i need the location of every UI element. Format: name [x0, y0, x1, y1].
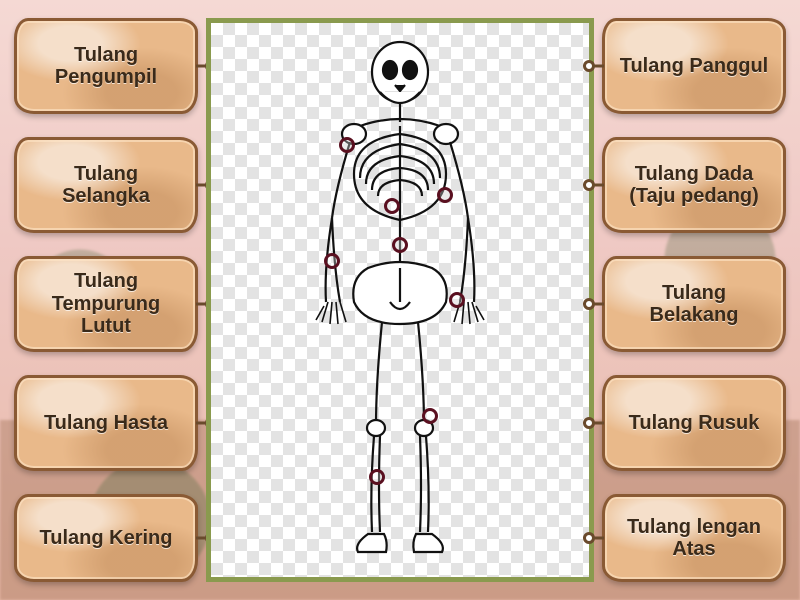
- plaque-text: Tulang Belakang: [619, 282, 769, 327]
- skeleton-diagram: [250, 30, 550, 570]
- label-tulang-hasta[interactable]: Tulang Hasta: [14, 375, 198, 471]
- plaque-text: Tulang Tempurung Lutut: [31, 270, 181, 337]
- plaque-text: Tulang Panggul: [620, 55, 769, 77]
- label-tulang-belakang[interactable]: Tulang Belakang: [602, 256, 786, 352]
- plaque-text: Tulang Pengumpil: [31, 44, 181, 89]
- label-tulang-dada[interactable]: Tulang Dada (Taju pedang): [602, 137, 786, 233]
- plaque-text: Tulang lengan Atas: [619, 516, 769, 561]
- connector-pin[interactable]: [583, 60, 595, 72]
- label-tulang-pengumpil[interactable]: Tulang Pengumpil: [14, 18, 198, 114]
- plaque-text: Tulang Dada (Taju pedang): [619, 163, 769, 208]
- label-tulang-lengan-atas[interactable]: Tulang lengan Atas: [602, 494, 786, 582]
- target-marker[interactable]: [437, 187, 453, 203]
- connector-pin[interactable]: [583, 179, 595, 191]
- target-marker[interactable]: [449, 292, 465, 308]
- diagram-frame: [206, 18, 594, 582]
- target-marker[interactable]: [422, 408, 438, 424]
- label-tulang-tempurung-lutut[interactable]: Tulang Tempurung Lutut: [14, 256, 198, 352]
- connector-pin[interactable]: [583, 298, 595, 310]
- target-marker[interactable]: [392, 237, 408, 253]
- connector-pin[interactable]: [583, 532, 595, 544]
- target-marker[interactable]: [369, 469, 385, 485]
- target-marker[interactable]: [384, 198, 400, 214]
- plaque-text: Tulang Kering: [40, 527, 173, 549]
- label-tulang-kering[interactable]: Tulang Kering: [14, 494, 198, 582]
- left-column: Tulang Pengumpil Tulang Selangka Tulang …: [14, 18, 198, 582]
- connector-pin[interactable]: [583, 417, 595, 429]
- target-marker[interactable]: [339, 137, 355, 153]
- target-marker[interactable]: [324, 253, 340, 269]
- plaque-text: Tulang Hasta: [44, 412, 168, 434]
- label-tulang-rusuk[interactable]: Tulang Rusuk: [602, 375, 786, 471]
- plaque-text: Tulang Selangka: [31, 163, 181, 208]
- layout: Tulang Pengumpil Tulang Selangka Tulang …: [0, 0, 800, 600]
- right-column: Tulang Panggul Tulang Dada (Taju pedang)…: [602, 18, 786, 582]
- plaque-text: Tulang Rusuk: [629, 412, 760, 434]
- label-tulang-panggul[interactable]: Tulang Panggul: [602, 18, 786, 114]
- label-tulang-selangka[interactable]: Tulang Selangka: [14, 137, 198, 233]
